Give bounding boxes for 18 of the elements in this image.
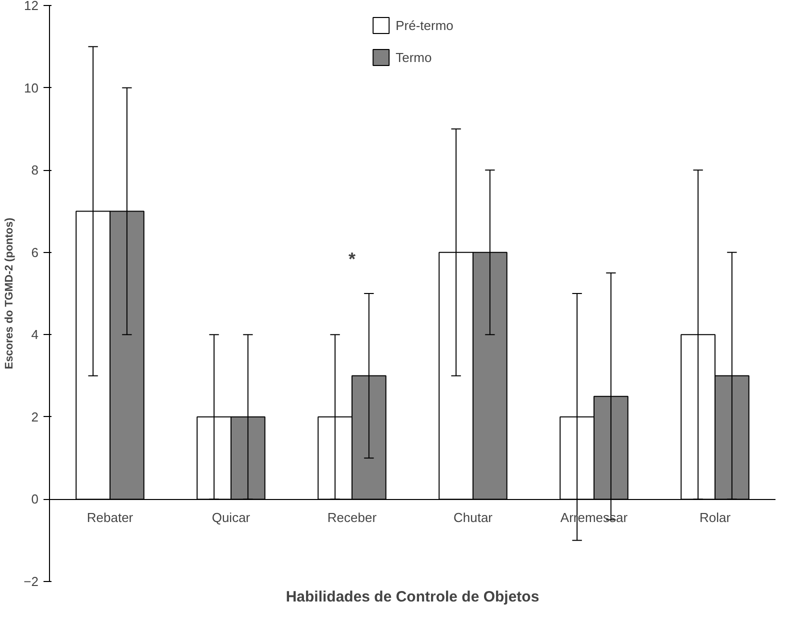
y-tick-label: −2: [24, 574, 39, 589]
x-tick-label: Receber: [327, 510, 378, 526]
y-axis-title: Escores do TGMD-2 (pontos): [4, 217, 16, 370]
x-tick-label: Quicar: [212, 510, 251, 526]
y-tick-label: 6: [31, 244, 39, 260]
x-tick-label: Chutar: [453, 510, 494, 526]
y-tick-label: 4: [31, 327, 39, 342]
y-tick-label: 10: [24, 80, 39, 96]
y-tick-label: 2: [31, 409, 39, 424]
y-tick-label: 0: [31, 492, 39, 507]
x-tick-label: Rolar: [699, 510, 732, 526]
legend-label: Pré-termo: [396, 18, 454, 32]
legend-label: Termo: [396, 50, 432, 64]
x-axis-title: Habilidades de Controle de Objetos: [286, 588, 540, 606]
x-tick-label: Rebater: [86, 510, 134, 526]
annotation: *: [348, 248, 356, 269]
y-tick-label: 12: [24, 0, 39, 13]
y-tick-label: 8: [31, 162, 39, 178]
